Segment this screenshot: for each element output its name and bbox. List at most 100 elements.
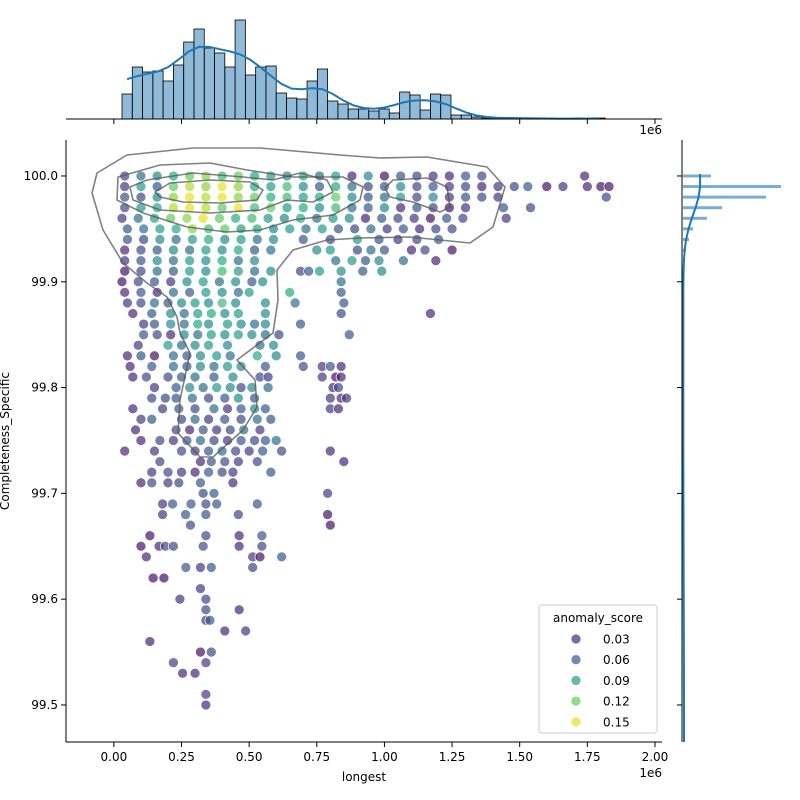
scatter-point xyxy=(116,276,128,288)
scatter-point xyxy=(232,265,244,277)
scatter-point xyxy=(135,170,147,182)
scatter-point xyxy=(204,614,216,626)
scatter-point xyxy=(346,191,358,203)
scatter-point xyxy=(257,276,269,288)
scatter-point xyxy=(256,530,268,542)
scatter-point xyxy=(406,244,417,256)
scatter-point xyxy=(154,435,166,446)
scatter-point xyxy=(200,255,212,266)
scatter-point xyxy=(135,435,147,446)
scatter-point xyxy=(151,287,163,298)
scatter-point xyxy=(189,667,201,679)
histogram-bar xyxy=(683,216,707,220)
scatter-point xyxy=(333,382,344,393)
scatter-point xyxy=(446,244,458,256)
scatter-point xyxy=(314,181,325,192)
scatter-point xyxy=(208,403,220,415)
scatter-point xyxy=(146,466,158,478)
scatter-point xyxy=(500,212,512,224)
scatter-point xyxy=(430,223,442,235)
scatter-point xyxy=(379,181,390,192)
scatter-point xyxy=(205,562,217,573)
scatter-point xyxy=(192,329,204,341)
scatter-point xyxy=(219,308,231,319)
scatter-point xyxy=(297,234,309,245)
x-axis-label: longest xyxy=(342,770,387,784)
scatter-point xyxy=(460,191,471,203)
scatter-point xyxy=(184,255,195,266)
legend-marker xyxy=(570,716,582,728)
scatter-point xyxy=(260,297,271,309)
histogram-bar xyxy=(440,94,452,120)
scatter-point xyxy=(135,413,147,425)
scatter-point xyxy=(300,223,312,235)
scatter-point xyxy=(184,287,195,298)
legend-marker xyxy=(570,695,582,707)
scatter-point xyxy=(316,371,328,383)
scatter-point xyxy=(149,297,160,309)
scatter-point xyxy=(149,350,160,362)
scatter-point xyxy=(203,392,214,404)
scatter-point xyxy=(168,181,179,192)
scatter-point xyxy=(243,445,255,457)
scatter-point xyxy=(419,244,431,256)
scatter-point xyxy=(203,234,214,245)
scatter-point xyxy=(168,435,179,446)
histogram-bar xyxy=(327,100,339,120)
scatter-point xyxy=(180,562,192,573)
scatter-point xyxy=(557,181,569,192)
scatter-point xyxy=(205,646,217,658)
kde-contours xyxy=(91,147,506,458)
scatter-point xyxy=(265,181,277,192)
scatter-point xyxy=(119,445,131,457)
scatter-point xyxy=(346,255,358,266)
scatter-point xyxy=(338,297,350,309)
scatter-point xyxy=(176,466,187,478)
scatter-point xyxy=(197,488,209,499)
scatter-point xyxy=(222,403,233,415)
scatter-point xyxy=(186,234,198,245)
scatter-point xyxy=(508,181,520,192)
scatter-point xyxy=(249,435,260,446)
scatter-point xyxy=(227,371,239,383)
scatter-point xyxy=(135,265,147,277)
x-offset-text: 1e6 xyxy=(639,766,662,780)
scatter-point xyxy=(197,212,209,224)
scatter-point xyxy=(149,382,160,393)
scatter-point xyxy=(124,361,136,372)
histogram-bar xyxy=(162,80,174,120)
scatter-point xyxy=(303,265,315,277)
scatter-point xyxy=(425,308,436,319)
scatter-point xyxy=(362,170,374,182)
scatter-point xyxy=(341,392,352,404)
scatter-point xyxy=(330,170,342,182)
scatter-point xyxy=(186,392,198,404)
top-offset-text: 1e6 xyxy=(639,123,662,137)
scatter-point xyxy=(170,424,182,436)
scatter-point xyxy=(297,361,309,372)
kde-contour-right xyxy=(384,177,451,213)
scatter-point xyxy=(149,445,160,457)
y-tick-label: 99.5 xyxy=(31,698,58,712)
scatter-point xyxy=(132,339,144,351)
scatter-point xyxy=(335,361,347,372)
scatter-point xyxy=(476,170,488,182)
scatter-point xyxy=(197,424,209,436)
scatter-point xyxy=(176,445,187,457)
scatter-point xyxy=(219,392,231,404)
scatter-point xyxy=(395,181,407,192)
scatter-point xyxy=(254,424,266,436)
scatter-point xyxy=(200,181,212,192)
scatter-point xyxy=(362,202,374,214)
scatter-point xyxy=(395,202,407,214)
ticks: 0.00 0.25 0.50 0.75 1.00 1.25 1.50 1.75 2.00 99.5… xyxy=(24,119,682,764)
scatter-point xyxy=(232,202,244,214)
scatter-point xyxy=(157,498,168,510)
scatter-point xyxy=(297,181,309,192)
scatter-point xyxy=(233,540,245,552)
histogram-bar xyxy=(275,92,287,120)
scatter-point xyxy=(214,276,225,288)
scatter-point xyxy=(200,498,212,510)
scatter-point xyxy=(314,265,325,277)
scatter-points xyxy=(116,170,615,711)
